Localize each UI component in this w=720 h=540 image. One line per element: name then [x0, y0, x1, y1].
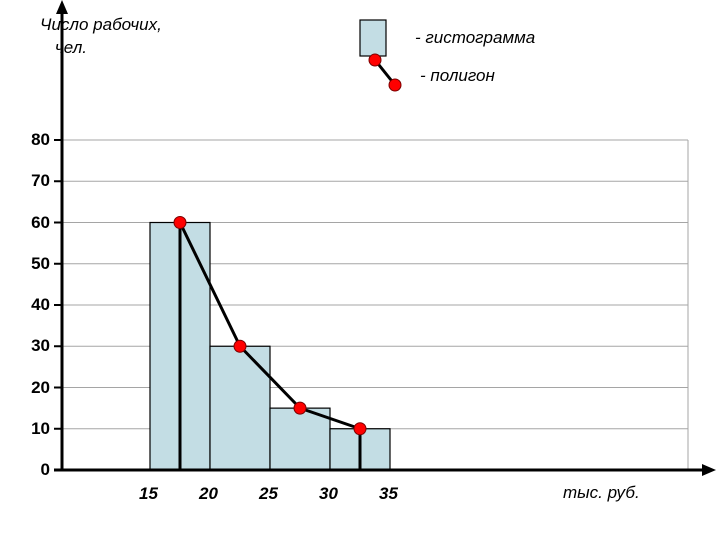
chart-container: Число рабочих, чел. тыс. руб. - гистогра…	[0, 0, 720, 540]
y-tick-label: 60	[31, 213, 50, 233]
legend-polygon-text: - полигон	[420, 66, 495, 86]
y-axis-label-line1: Число рабочих,	[40, 15, 162, 35]
x-tick-label: 15	[139, 484, 158, 504]
y-tick-label: 10	[31, 419, 50, 439]
y-tick-label: 20	[31, 378, 50, 398]
legend-histogram-text: - гистограмма	[415, 28, 535, 48]
legend	[360, 20, 401, 91]
y-tick-label: 30	[31, 336, 50, 356]
chart-svg	[0, 0, 720, 540]
y-tick-label: 0	[41, 460, 50, 480]
x-axis-label: тыс. руб.	[563, 483, 640, 503]
y-tick-label: 80	[31, 130, 50, 150]
x-tick-label: 30	[319, 484, 338, 504]
y-tick-label: 70	[31, 171, 50, 191]
y-tick-label: 50	[31, 254, 50, 274]
y-axis-label-line2: чел.	[55, 38, 87, 58]
x-tick-label: 35	[379, 484, 398, 504]
x-tick-label: 20	[199, 484, 218, 504]
y-tick-label: 40	[31, 295, 50, 315]
x-tick-label: 25	[259, 484, 278, 504]
